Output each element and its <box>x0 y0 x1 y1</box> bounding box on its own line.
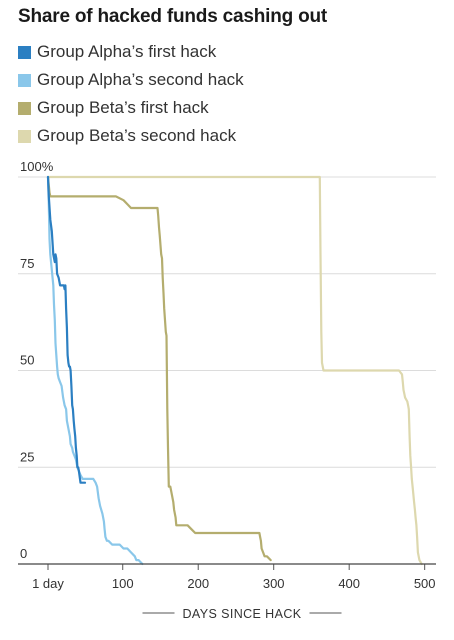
legend-label-alpha-first: Group Alpha’s first hack <box>37 42 217 61</box>
x-tick-label-300: 300 <box>263 576 285 591</box>
series-line-beta-first <box>46 175 272 562</box>
legend-item-beta-second: Group Beta’s second hack <box>18 122 244 150</box>
y-tick-label-0: 0 <box>20 546 27 561</box>
y-tick-label-25: 25 <box>20 449 34 464</box>
x-tick-labels: 1 day 100 200 300 400 500 <box>32 564 436 591</box>
legend-label-alpha-second: Group Alpha’s second hack <box>37 70 244 89</box>
legend-item-alpha-second: Group Alpha’s second hack <box>18 66 244 94</box>
x-tick-label-500: 500 <box>414 576 436 591</box>
x-axis-title-group: DAYS SINCE HACK <box>142 607 342 621</box>
legend-label-beta-second: Group Beta’s second hack <box>37 126 237 145</box>
y-tick-labels: 100% 75 50 25 0 <box>20 159 54 561</box>
legend-label-beta-first: Group Beta’s first hack <box>37 98 209 117</box>
grid-lines <box>18 176 436 468</box>
y-tick-label-75: 75 <box>20 256 34 271</box>
series-line-beta-second <box>46 175 423 566</box>
x-tick-label-1: 1 day <box>32 576 64 591</box>
series-line-alpha-first <box>46 175 87 484</box>
series-lines <box>46 175 423 566</box>
legend-swatch-beta-first <box>18 101 31 115</box>
legend-item-alpha-first: Group Alpha’s first hack <box>18 38 244 66</box>
legend-item-beta-first: Group Beta’s first hack <box>18 94 244 122</box>
legend: Group Alpha’s first hack Group Alpha’s s… <box>18 38 244 150</box>
legend-swatch-beta-second <box>18 129 31 143</box>
x-tick-label-100: 100 <box>112 576 134 591</box>
x-tick-label-400: 400 <box>338 576 360 591</box>
x-tick-label-200: 200 <box>187 576 209 591</box>
y-tick-label-100: 100% <box>20 159 54 174</box>
chart-title: Share of hacked funds cashing out <box>18 6 328 27</box>
x-axis-title: DAYS SINCE HACK <box>183 607 302 621</box>
legend-swatch-alpha-second <box>18 73 31 87</box>
y-tick-label-50: 50 <box>20 353 34 368</box>
legend-swatch-alpha-first <box>18 45 31 59</box>
